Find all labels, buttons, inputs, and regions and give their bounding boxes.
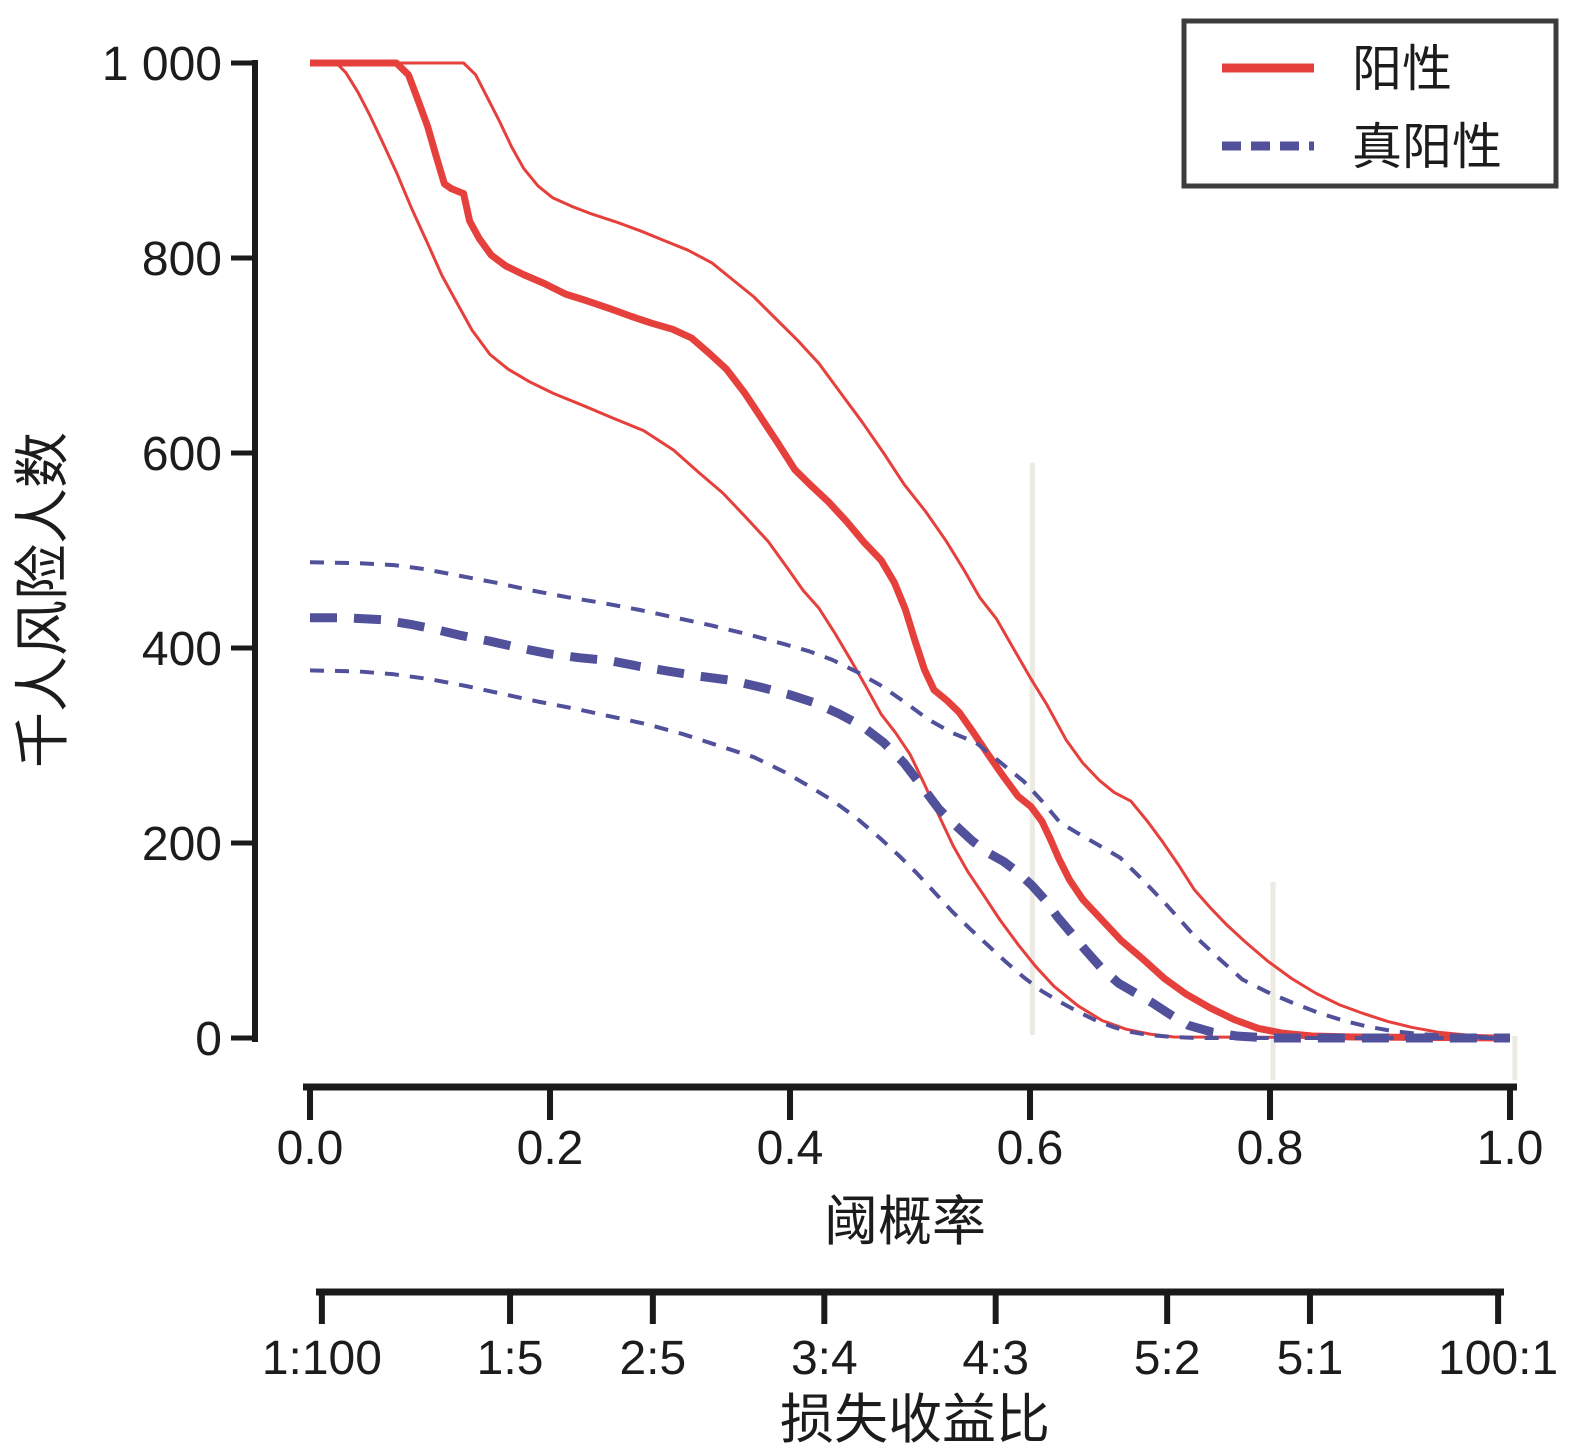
x-axis-title: 阈概率 xyxy=(824,1192,986,1252)
cost-benefit-tick-label: 100:1 xyxy=(1438,1332,1558,1385)
x-tick-label: 0.6 xyxy=(997,1122,1064,1175)
cost-benefit-axis-title: 损失收益比 xyxy=(780,1390,1050,1450)
y-axis: 1 000 800 600 400 200 0 xyxy=(102,38,258,1066)
cost-benefit-tick-label: 1:100 xyxy=(262,1332,382,1385)
curve-positive-lower-ci xyxy=(310,61,1511,1040)
legend-label-positive: 阳性 xyxy=(1352,41,1452,97)
x-tick-label: 0.8 xyxy=(1237,1122,1304,1175)
legend-box xyxy=(1181,18,1559,189)
legend-line-samples xyxy=(1222,63,1314,151)
y-tick-label: 800 xyxy=(142,233,222,286)
x-tick-label: 0.4 xyxy=(757,1122,824,1175)
y-tick-label: 0 xyxy=(195,1013,222,1066)
curves xyxy=(309,59,1511,1043)
y-tick-label: 1 000 xyxy=(102,38,222,91)
y-tick-label: 600 xyxy=(142,428,222,481)
y-tick-label: 400 xyxy=(142,623,222,676)
x-tick-label: 0.2 xyxy=(517,1122,584,1175)
x-tick-label: 0.0 xyxy=(277,1122,344,1175)
legend-label-true-positive: 真阳性 xyxy=(1352,119,1502,175)
cost-benefit-tick-label: 4:3 xyxy=(962,1332,1029,1385)
curve-true-positive-upper-ci xyxy=(309,560,1511,1040)
cost-benefit-tick-label: 2:5 xyxy=(619,1332,686,1385)
curve-true-positive-lower-ci xyxy=(309,668,1510,1040)
cost-benefit-axis: 1:100 1:5 2:5 3:4 4:3 5:2 5:1 100:1 xyxy=(262,1288,1558,1385)
cost-benefit-tick-label: 5:1 xyxy=(1277,1332,1344,1385)
cost-benefit-tick-label: 5:2 xyxy=(1134,1332,1201,1385)
curve-positive-upper-ci xyxy=(310,61,1511,1039)
x-axis: 0.0 0.2 0.4 0.6 0.8 1.0 xyxy=(277,1083,1544,1175)
reference-lines xyxy=(1029,462,1518,1080)
legend: 阳性 真阳性 xyxy=(1181,18,1559,189)
curve-true-positive xyxy=(310,613,1510,1043)
y-tick-label: 200 xyxy=(142,818,222,871)
cost-benefit-tick-label: 1:5 xyxy=(477,1332,544,1385)
y-axis-title: 千人风险人数 xyxy=(11,432,74,768)
curve-positive xyxy=(310,59,1511,1042)
x-tick-label: 1.0 xyxy=(1477,1122,1544,1175)
cost-benefit-tick-label: 3:4 xyxy=(791,1332,858,1385)
